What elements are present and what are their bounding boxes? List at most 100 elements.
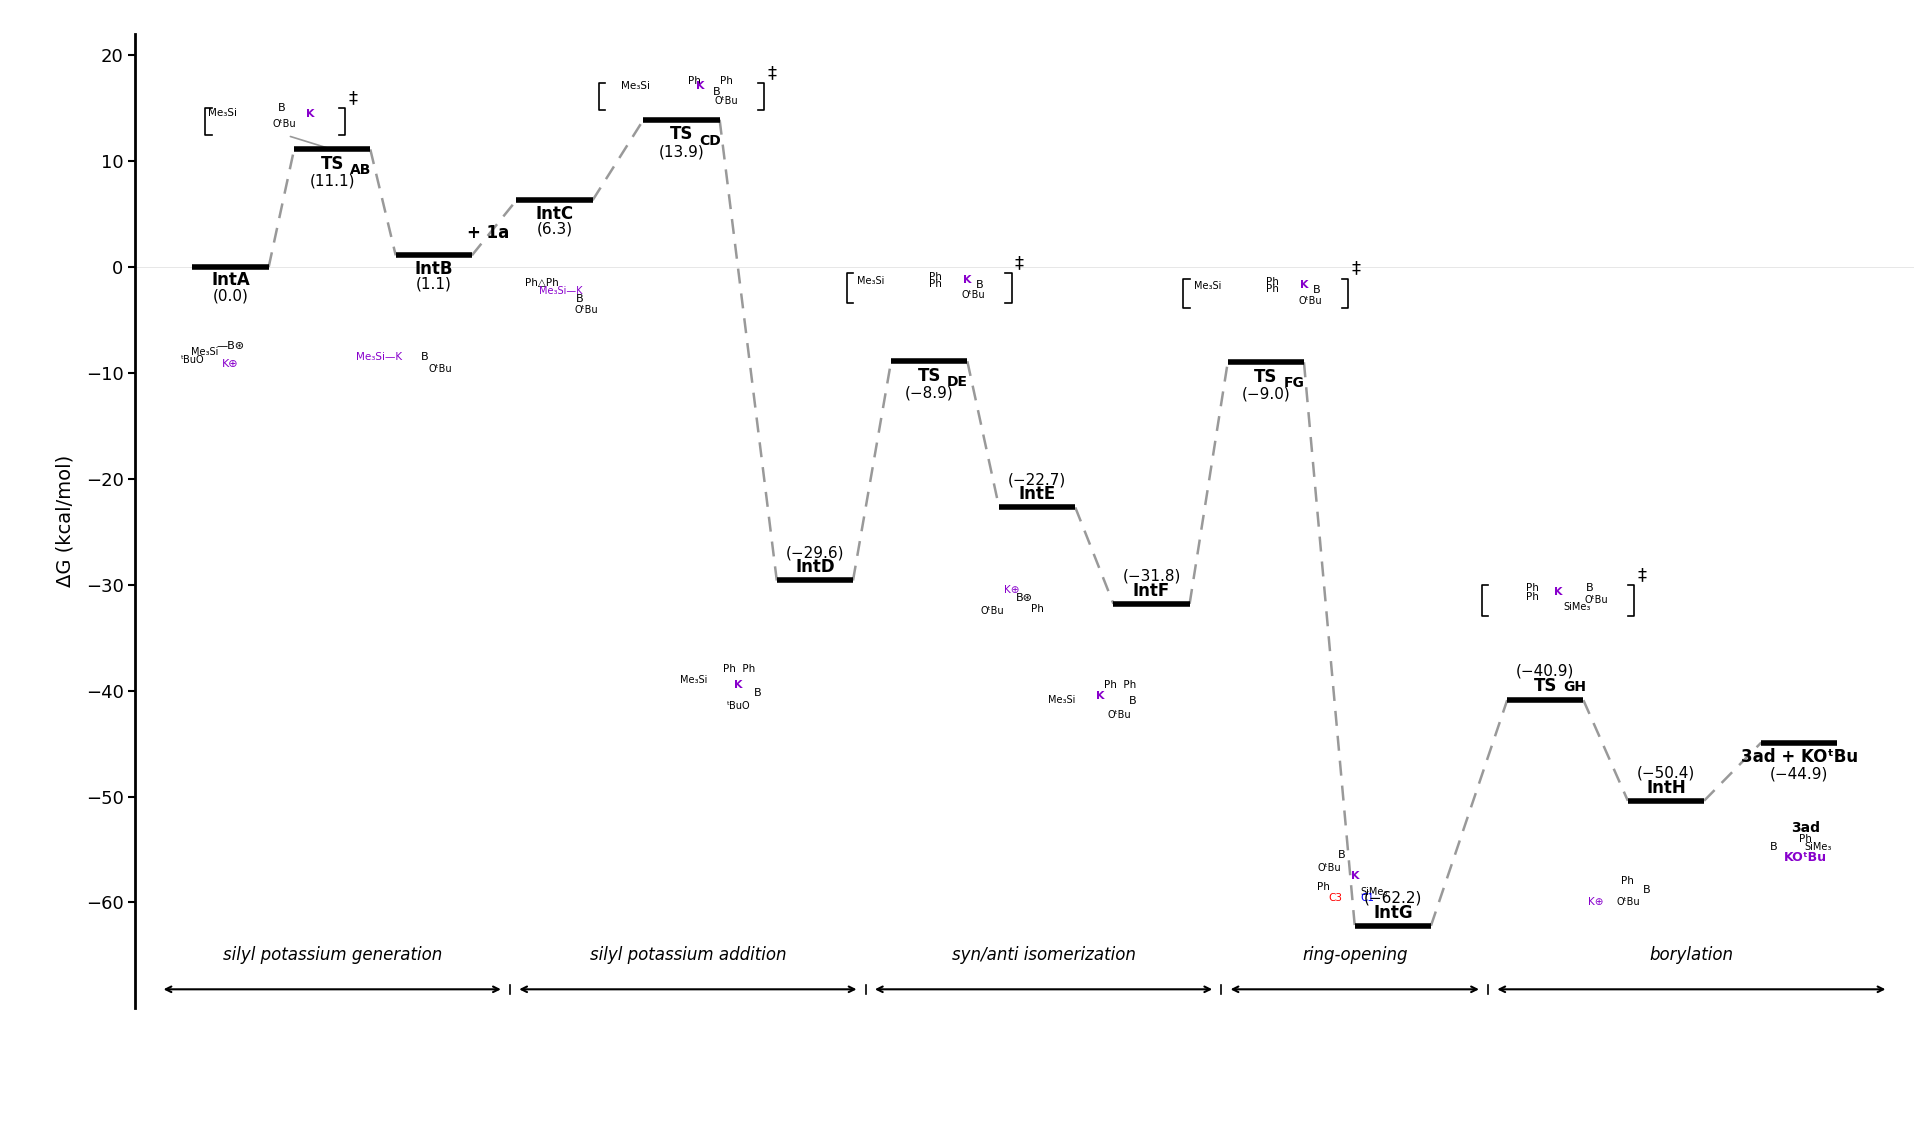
Text: IntH: IntH xyxy=(1646,778,1685,796)
Text: B: B xyxy=(753,688,761,698)
Text: OᵗBu: OᵗBu xyxy=(1615,897,1638,908)
Text: Me₃Si: Me₃Si xyxy=(858,275,885,286)
Text: ‡: ‡ xyxy=(348,90,357,108)
Text: SiMe₃: SiMe₃ xyxy=(1563,602,1590,612)
Text: Me₃Si—K: Me₃Si—K xyxy=(539,287,582,297)
Text: ‡: ‡ xyxy=(1350,259,1360,278)
Text: SiMe₃: SiMe₃ xyxy=(1360,887,1387,897)
Text: ᵗBuO: ᵗBuO xyxy=(180,355,205,365)
Text: Me₃Si—K: Me₃Si—K xyxy=(355,352,402,363)
Text: (−50.4): (−50.4) xyxy=(1636,766,1694,781)
Text: TS: TS xyxy=(918,367,941,384)
Text: Ph: Ph xyxy=(1265,276,1277,287)
Text: IntC: IntC xyxy=(535,204,574,222)
Text: Ph: Ph xyxy=(1265,284,1277,295)
Text: Ph: Ph xyxy=(1526,582,1538,593)
Text: Ph: Ph xyxy=(1526,593,1538,603)
Text: silyl potassium addition: silyl potassium addition xyxy=(589,946,786,964)
Text: (−22.7): (−22.7) xyxy=(1009,472,1066,487)
Text: B: B xyxy=(1770,842,1777,852)
Text: OᵗBu: OᵗBu xyxy=(1107,709,1130,719)
Text: B: B xyxy=(1312,286,1320,296)
Text: Ph  Ph: Ph Ph xyxy=(723,664,753,674)
Text: TS: TS xyxy=(670,125,694,143)
Text: C3: C3 xyxy=(1327,893,1343,903)
Text: (−9.0): (−9.0) xyxy=(1240,386,1289,402)
Text: CD: CD xyxy=(699,134,721,147)
Text: IntD: IntD xyxy=(794,559,835,577)
Text: B: B xyxy=(1642,885,1650,895)
Text: KOᵗBu: KOᵗBu xyxy=(1783,852,1826,864)
Text: ᵗBuO: ᵗBuO xyxy=(726,701,750,712)
Text: ‡: ‡ xyxy=(1636,565,1646,583)
Text: silyl potassium generation: silyl potassium generation xyxy=(222,946,442,964)
Text: Me₃Si: Me₃Si xyxy=(620,80,649,91)
Text: Me₃Si: Me₃Si xyxy=(1047,696,1074,705)
Text: + 1a: + 1a xyxy=(466,224,508,242)
Text: K: K xyxy=(1095,691,1105,701)
Text: B: B xyxy=(1337,850,1345,860)
Text: ‡: ‡ xyxy=(767,63,777,82)
Text: OᵗBu: OᵗBu xyxy=(574,305,597,315)
Y-axis label: ΔG (kcal/mol): ΔG (kcal/mol) xyxy=(56,455,75,587)
Text: (−40.9): (−40.9) xyxy=(1515,664,1575,679)
Text: OᵗBu: OᵗBu xyxy=(1584,595,1607,605)
Text: AB: AB xyxy=(350,163,371,177)
Text: B: B xyxy=(576,293,583,304)
Text: B: B xyxy=(421,352,429,363)
Text: GH: GH xyxy=(1563,680,1586,693)
Text: (−44.9): (−44.9) xyxy=(1770,767,1828,782)
Text: ring-opening: ring-opening xyxy=(1302,946,1406,964)
Text: C1: C1 xyxy=(1360,893,1374,903)
Text: IntE: IntE xyxy=(1018,485,1055,503)
Text: Ph: Ph xyxy=(1621,876,1633,886)
Text: OᵗBu: OᵗBu xyxy=(1318,863,1341,874)
Text: Ph: Ph xyxy=(688,76,699,86)
Text: K⊕: K⊕ xyxy=(222,359,240,369)
Text: SiMe₃: SiMe₃ xyxy=(1804,842,1832,852)
Text: ‡: ‡ xyxy=(1014,254,1024,272)
Text: OᵗBu: OᵗBu xyxy=(1298,296,1321,306)
Text: Ph: Ph xyxy=(1030,604,1043,614)
Text: borylation: borylation xyxy=(1648,946,1733,964)
Text: (−29.6): (−29.6) xyxy=(784,545,844,561)
Text: K⊕: K⊕ xyxy=(1003,585,1018,595)
Text: B⊛: B⊛ xyxy=(1016,594,1032,604)
Text: (13.9): (13.9) xyxy=(659,144,703,159)
Text: K: K xyxy=(962,274,972,284)
Text: TS: TS xyxy=(1254,367,1277,385)
Text: B: B xyxy=(1128,696,1136,706)
Text: (11.1): (11.1) xyxy=(309,173,355,189)
Text: OᵗBu: OᵗBu xyxy=(962,290,985,300)
Text: TS: TS xyxy=(1532,676,1555,695)
Text: B: B xyxy=(278,103,286,113)
Text: OᵗBu: OᵗBu xyxy=(713,96,738,107)
Text: Ph  Ph: Ph Ph xyxy=(1103,680,1136,690)
Text: Ph: Ph xyxy=(929,272,941,281)
Text: (0.0): (0.0) xyxy=(213,288,249,304)
Text: K⊕: K⊕ xyxy=(1588,897,1604,908)
Text: OᵗBu: OᵗBu xyxy=(429,365,452,374)
Text: K: K xyxy=(734,680,742,690)
Text: Ph: Ph xyxy=(929,279,941,289)
Text: syn/anti isomerization: syn/anti isomerization xyxy=(951,946,1134,964)
Text: Ph: Ph xyxy=(1316,881,1329,892)
Text: Ph: Ph xyxy=(1799,834,1810,844)
Text: IntB: IntB xyxy=(413,259,452,278)
Text: IntA: IntA xyxy=(211,271,249,289)
Text: (1.1): (1.1) xyxy=(415,276,452,291)
Text: Ph: Ph xyxy=(719,76,732,86)
Text: Me₃Si: Me₃Si xyxy=(1194,281,1221,291)
Text: Me₃Si: Me₃Si xyxy=(680,675,707,685)
Text: K: K xyxy=(1298,280,1308,290)
Text: (−62.2): (−62.2) xyxy=(1362,891,1422,905)
Text: 3ad: 3ad xyxy=(1791,821,1820,835)
Text: Me₃Si: Me₃Si xyxy=(209,109,238,119)
Text: IntF: IntF xyxy=(1132,581,1169,599)
Text: (6.3): (6.3) xyxy=(537,221,572,237)
Text: FG: FG xyxy=(1283,376,1304,390)
Text: TS: TS xyxy=(321,155,344,172)
Text: K: K xyxy=(1350,871,1358,881)
Text: B: B xyxy=(1584,582,1592,593)
Text: IntG: IntG xyxy=(1372,903,1412,921)
